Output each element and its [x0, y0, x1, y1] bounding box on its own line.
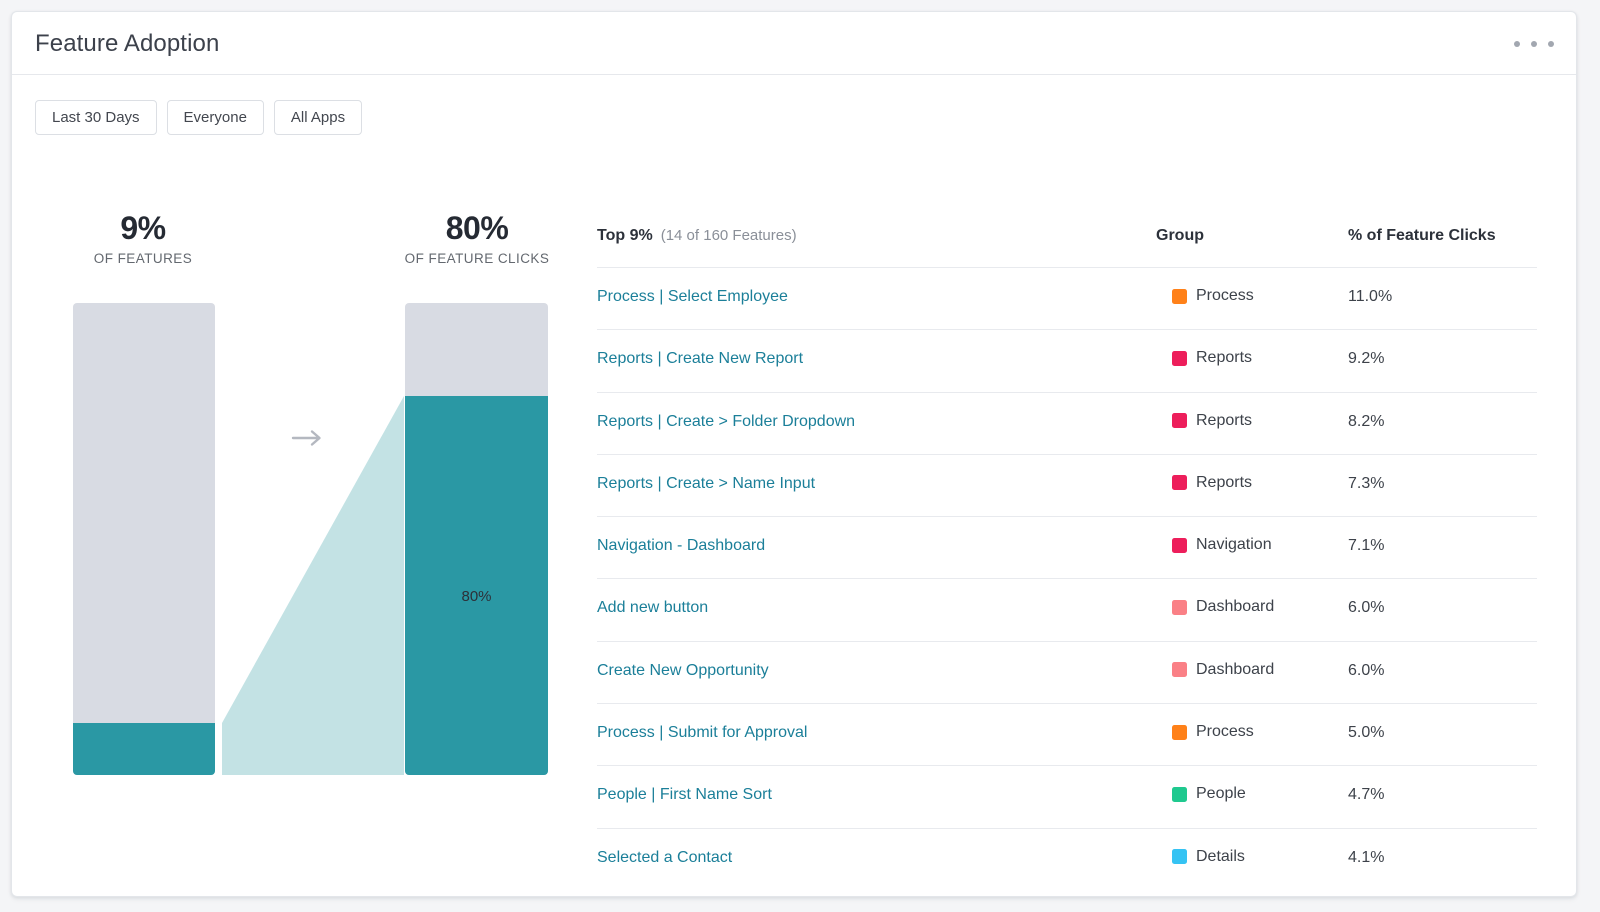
stat-features: 9% OF FEATURES	[13, 210, 273, 266]
table-row[interactable]: Reports | Create > Name Input Reports 7.…	[597, 453, 1537, 516]
table-row[interactable]: Selected a Contact Details 4.1%	[597, 827, 1537, 890]
stat-clicks-value: 80%	[445, 210, 509, 246]
feature-link[interactable]: Reports | Create > Name Input	[597, 474, 816, 492]
group-label: Reports	[1196, 473, 1253, 491]
filter-date-range[interactable]: Last 30 Days	[35, 100, 157, 135]
group-label: Dashboard	[1196, 660, 1275, 678]
group-cell: Reports	[1172, 412, 1252, 430]
group-color-swatch	[1172, 537, 1187, 553]
top-features-table: Top 9% (14 of 160 Features) Group % of Fe…	[597, 212, 1537, 890]
group-color-swatch	[1172, 475, 1187, 491]
feature-link[interactable]: Process | Select Employee	[597, 288, 788, 305]
table-row[interactable]: Reports | Create New Report Reports 9.2%	[597, 329, 1537, 391]
group-label: People	[1196, 785, 1246, 803]
table-row[interactable]: Process | Select Employee Process 11.0%	[597, 267, 1537, 329]
pct-cell: 4.1%	[1348, 848, 1385, 866]
column-header-feature-count: (14 of 160 Features)	[660, 227, 797, 244]
pct-cell: 11.0%	[1348, 288, 1393, 305]
group-cell: Details	[1172, 848, 1245, 866]
group-label: Process	[1196, 723, 1254, 741]
feature-link[interactable]: Navigation - Dashboard	[597, 537, 766, 555]
group-color-swatch	[1172, 724, 1187, 740]
ellipsis-dot	[1548, 41, 1554, 47]
table-row[interactable]: Create New Opportunity Dashboard 6.0%	[597, 640, 1537, 703]
table-row[interactable]: People | First Name Sort People 4.7%	[597, 765, 1537, 827]
feature-link[interactable]: Reports | Create New Report	[597, 350, 804, 368]
feature-link[interactable]: People | First Name Sort	[597, 786, 772, 804]
pct-cell: 5.0%	[1348, 724, 1385, 742]
right-bar-value-label: 80%	[461, 588, 492, 605]
pct-cell: 6.0%	[1348, 599, 1385, 617]
feature-link[interactable]: Create New Opportunity	[597, 661, 769, 679]
column-header-feature-title: Top 9%	[597, 227, 653, 244]
group-cell: Process	[1172, 287, 1254, 305]
feature-adoption-card: Feature Adoption Last 30 Days Everyone A…	[11, 11, 1577, 897]
pct-cell: 7.3%	[1348, 474, 1385, 492]
feature-link[interactable]: Add new button	[597, 599, 709, 617]
pct-cell: 6.0%	[1348, 661, 1385, 679]
left-bar-track	[73, 303, 215, 775]
group-cell: Reports	[1172, 349, 1252, 367]
group-label: Details	[1196, 847, 1245, 865]
table-row[interactable]: Navigation - Dashboard Navigation 7.1%	[597, 516, 1537, 578]
pct-cell: 9.2%	[1348, 350, 1385, 368]
group-color-swatch	[1172, 413, 1187, 429]
table-row[interactable]: Add new button Dashboard 6.0%	[597, 578, 1537, 640]
stat-features-label: OF FEATURES	[93, 250, 193, 266]
column-header-feature: Top 9% (14 of 160 Features)	[597, 227, 797, 245]
filter-audience[interactable]: Everyone	[166, 100, 264, 135]
group-cell: Navigation	[1172, 536, 1272, 554]
ellipsis-dot	[1531, 41, 1537, 47]
left-bar-fill	[73, 723, 215, 775]
filter-bar: Last 30 Days Everyone All Apps	[35, 100, 363, 135]
pct-cell: 7.1%	[1348, 537, 1385, 555]
group-cell: People	[1172, 785, 1246, 803]
stat-clicks: 80% OF FEATURE CLICKS	[347, 210, 607, 266]
group-label: Reports	[1196, 349, 1253, 367]
table-row[interactable]: Process | Submit for Approval Process 5.…	[597, 703, 1537, 765]
group-label: Process	[1196, 287, 1254, 304]
feature-link[interactable]: Process | Submit for Approval	[597, 724, 808, 742]
group-color-swatch	[1172, 288, 1187, 304]
group-color-swatch	[1172, 350, 1187, 366]
column-header-pct: % of Feature Clicks	[1348, 227, 1496, 244]
group-cell: Reports	[1172, 474, 1252, 492]
pct-cell: 4.7%	[1348, 786, 1385, 804]
right-bar-fill	[405, 396, 548, 775]
group-label: Navigation	[1196, 536, 1272, 554]
adoption-funnel-chart: 9% OF FEATURES 80% OF FEATURE CLICKS 9% …	[12, 202, 582, 802]
funnel-bars	[73, 303, 548, 775]
group-label: Dashboard	[1196, 598, 1275, 616]
pct-cell: 8.2%	[1348, 412, 1385, 430]
group-cell: Dashboard	[1172, 661, 1274, 679]
group-cell: Process	[1172, 723, 1254, 741]
stat-features-value: 9%	[120, 210, 166, 246]
group-color-swatch	[1172, 599, 1187, 615]
filter-apps[interactable]: All Apps	[273, 100, 363, 135]
group-cell: Dashboard	[1172, 598, 1274, 616]
page-title: Feature Adoption	[35, 30, 220, 57]
table-row[interactable]: Reports | Create > Folder Dropdown Repor…	[597, 391, 1537, 454]
group-color-swatch	[1172, 662, 1187, 678]
ellipsis-dot	[1514, 41, 1520, 47]
column-header-group: Group	[1156, 227, 1204, 244]
card-header: Feature Adoption	[12, 12, 1576, 75]
group-label: Reports	[1196, 411, 1253, 429]
ellipsis-icon[interactable]	[1514, 36, 1554, 52]
feature-link[interactable]: Reports | Create > Folder Dropdown	[597, 412, 856, 430]
group-color-swatch	[1172, 786, 1187, 802]
stat-clicks-label: OF FEATURE CLICKS	[404, 250, 550, 266]
feature-link[interactable]: Selected a Contact	[597, 848, 733, 866]
group-color-swatch	[1172, 849, 1187, 865]
table-header-row: Top 9% (14 of 160 Features) Group % of Fe…	[597, 212, 1537, 267]
arrow-right-icon	[291, 430, 321, 446]
funnel-connector	[222, 396, 404, 775]
